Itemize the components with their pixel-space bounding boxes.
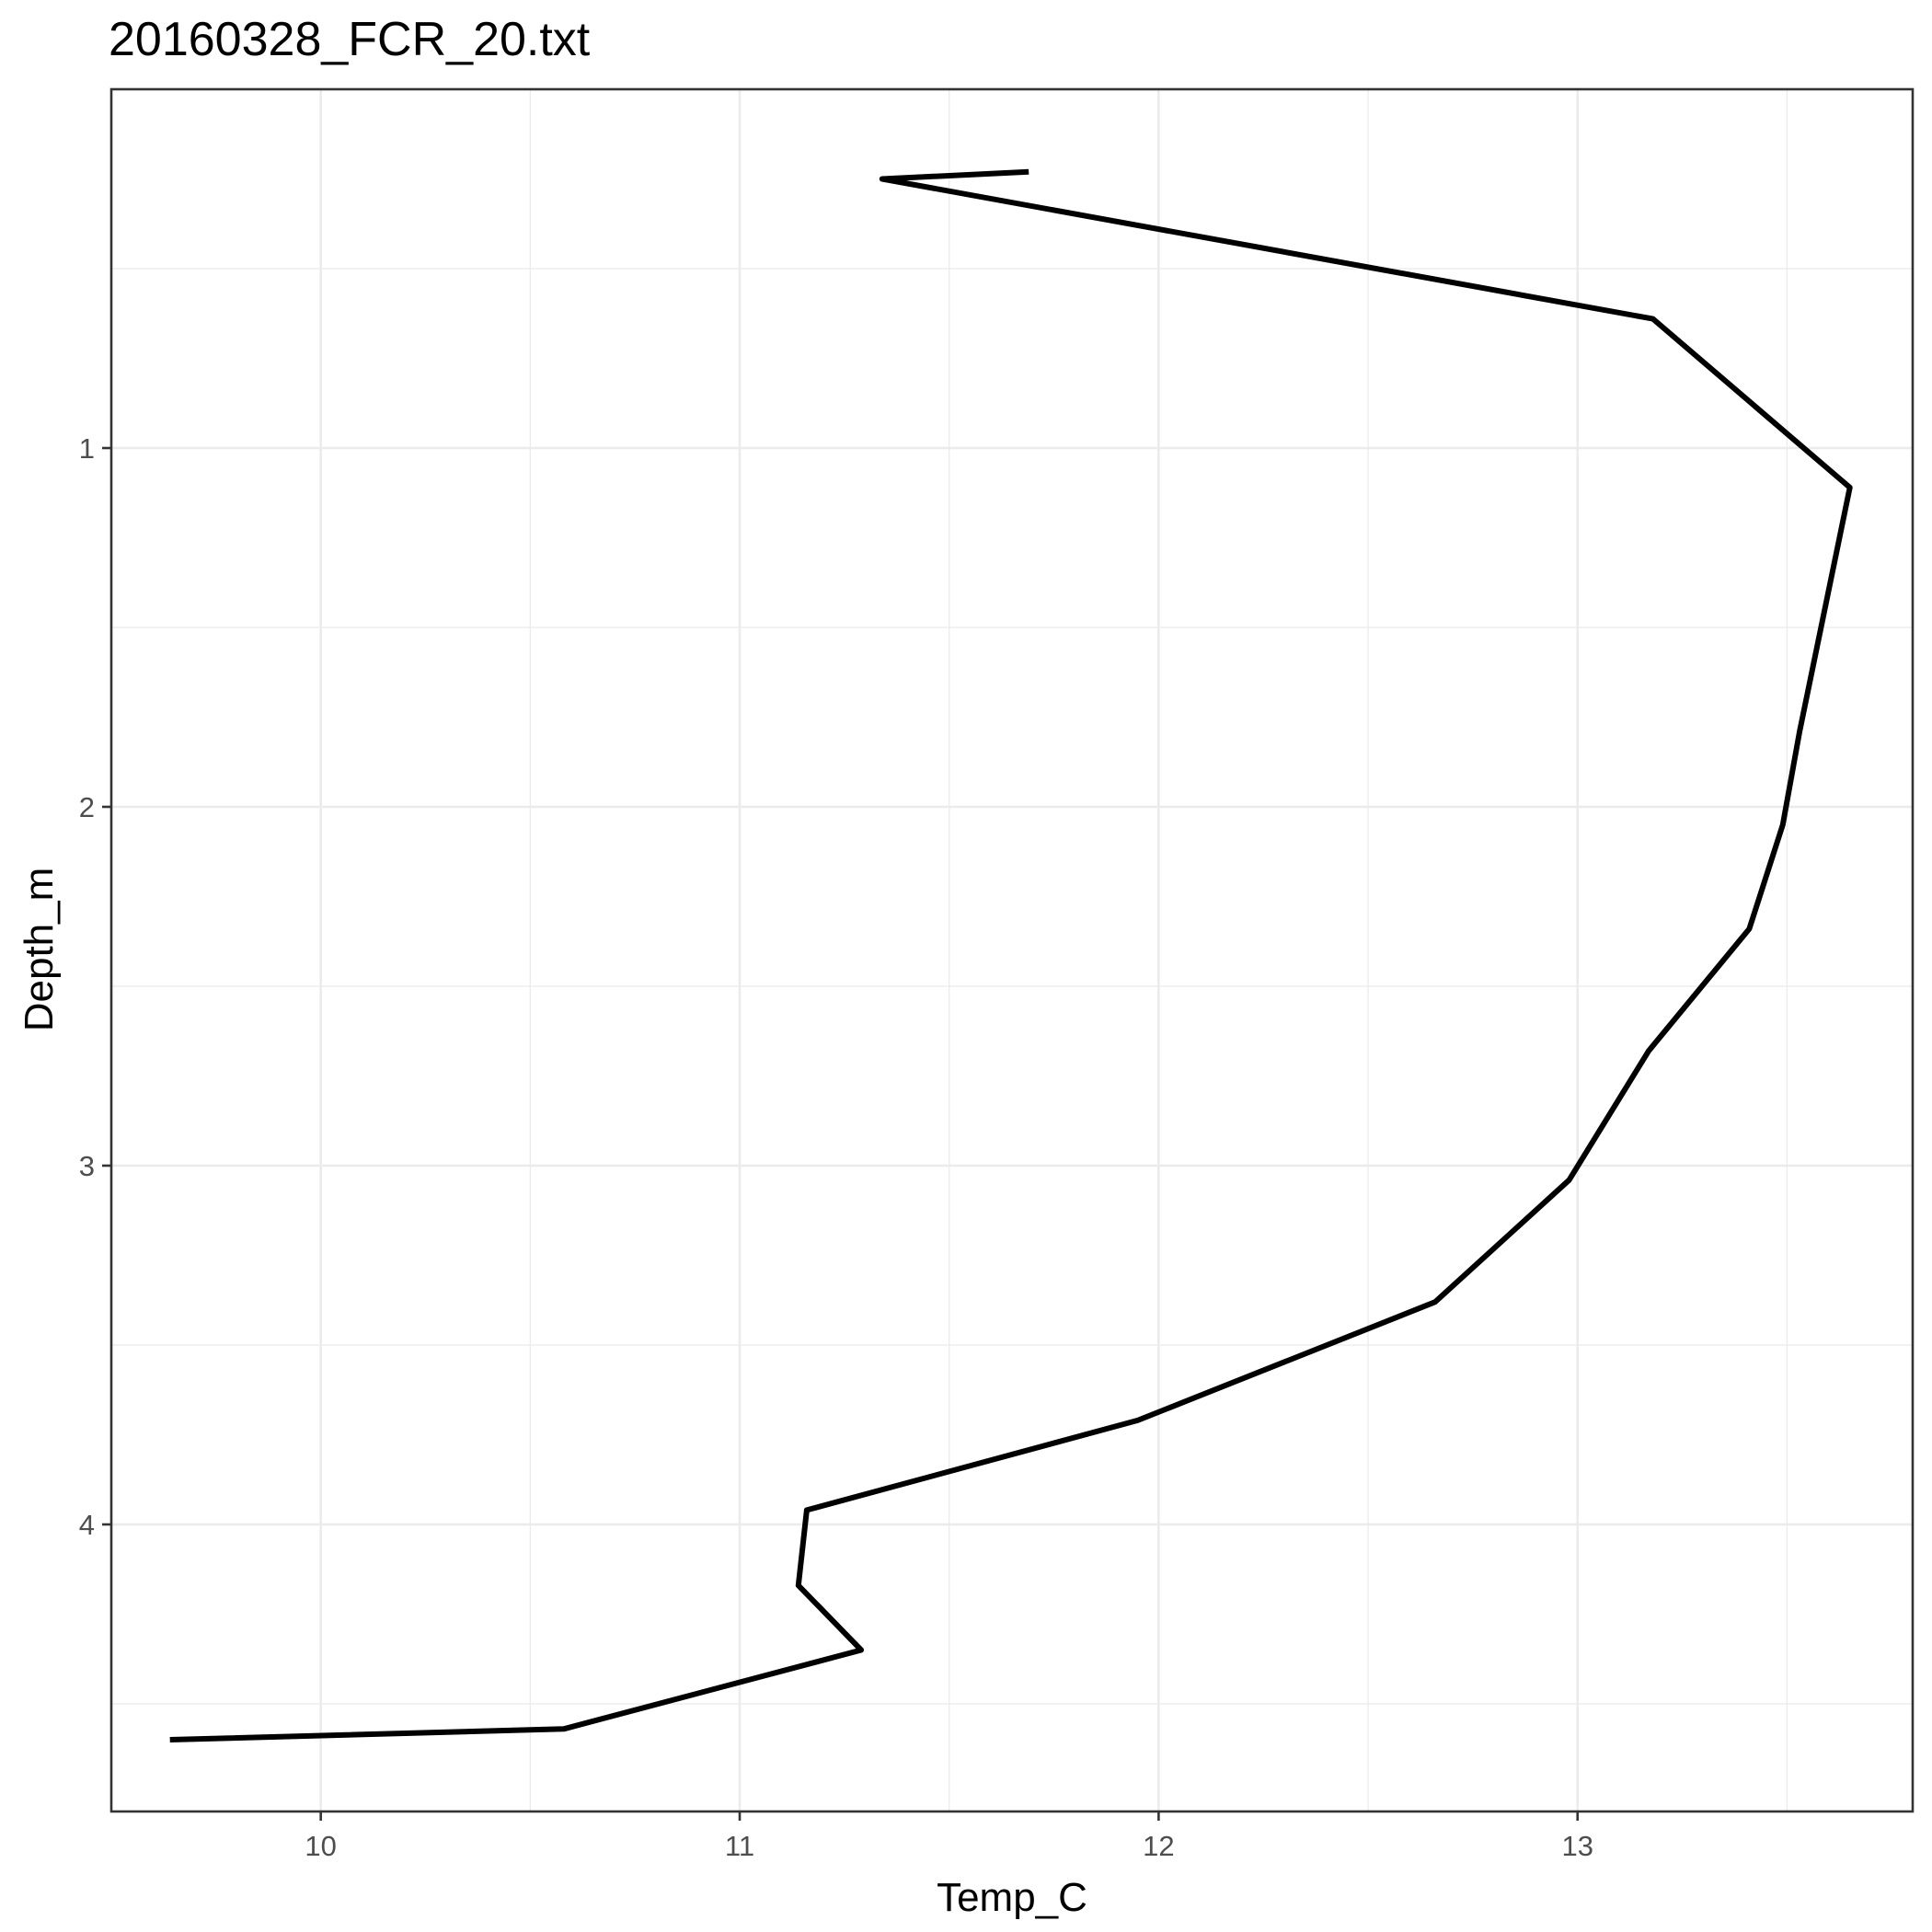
chart-title: 20160328_FCR_20.txt — [109, 13, 591, 66]
x-axis-title: Temp_C — [937, 1875, 1087, 1920]
series-line — [169, 168, 1853, 1742]
y-axis-title: Depth_m — [17, 868, 62, 1032]
y-tick-label: 2 — [79, 791, 95, 823]
y-tick-label: 4 — [79, 1509, 95, 1541]
x-tick-label: 10 — [305, 1830, 336, 1862]
panel-border — [109, 87, 1915, 1813]
y-tick-label: 3 — [79, 1150, 95, 1182]
x-tick-label: 11 — [725, 1830, 754, 1862]
y-tick-label: 1 — [79, 432, 95, 465]
plot-area — [169, 168, 1853, 1742]
grid — [111, 89, 1913, 1811]
x-tick-label: 12 — [1143, 1830, 1174, 1862]
x-tick-label: 13 — [1561, 1830, 1593, 1862]
